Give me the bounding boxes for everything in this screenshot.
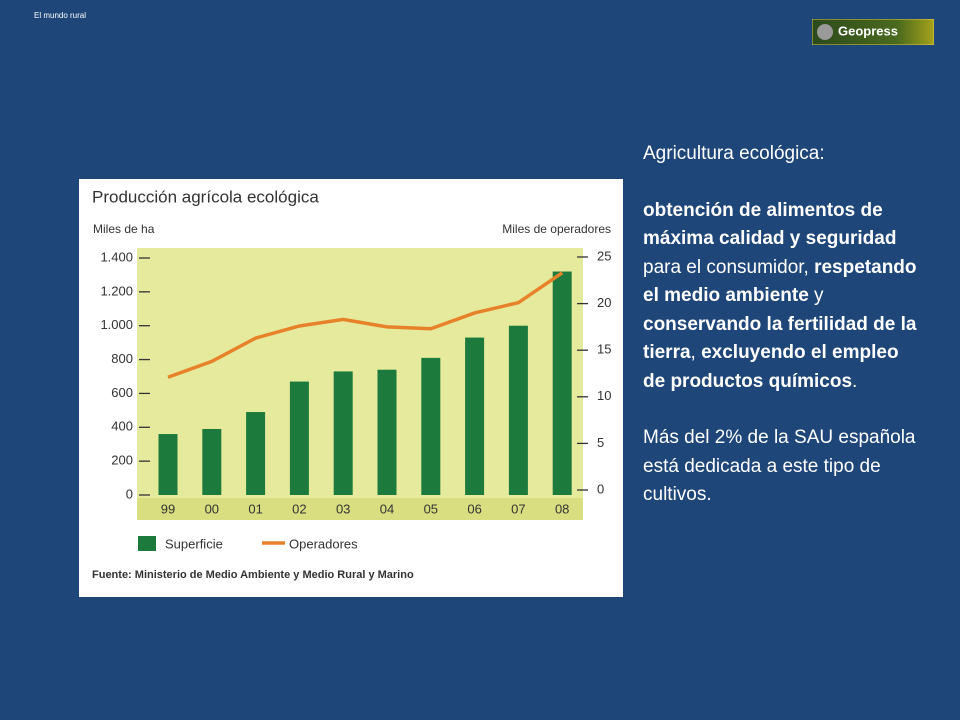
y-tick-label: 200 — [111, 453, 133, 468]
y-tick-label: 0 — [126, 486, 133, 501]
legend-label: Operadores — [289, 536, 358, 551]
x-tick-label: 01 — [248, 501, 262, 516]
x-tick-label: 04 — [380, 501, 394, 516]
x-tick-label: 00 — [205, 501, 219, 516]
text-run: excluyendo el empleo de productos químic… — [643, 342, 899, 392]
y2-tick-label: 25 — [597, 248, 611, 263]
x-tick-label: 06 — [467, 501, 481, 516]
y2-tick-label: 15 — [597, 342, 611, 357]
bar — [202, 428, 222, 495]
text-run: . — [852, 370, 858, 392]
text-run: para el consumidor, — [643, 256, 815, 278]
text-run: Más del 2% de la SAU española está dedic… — [643, 427, 916, 505]
x-tick-label: 08 — [555, 501, 569, 516]
category-band — [137, 498, 583, 520]
text-run: , — [690, 342, 702, 363]
text-run: y — [808, 285, 824, 306]
bar — [333, 371, 353, 495]
y-tick-label: 400 — [111, 419, 133, 434]
text-run: respetando el medio ambiente — [643, 256, 917, 307]
text-run: Agricultura ecológica: — [643, 143, 825, 164]
legend-swatch — [138, 536, 156, 551]
y-tick-label: 1.200 — [100, 283, 133, 298]
x-tick-label: 05 — [424, 501, 438, 516]
source-note: Fuente: Ministerio de Medio Ambiente y M… — [92, 569, 414, 581]
chart-title: Producción agrícola ecológica — [92, 187, 319, 206]
paragraph: Agricultura ecológica: — [643, 140, 918, 169]
line — [167, 271, 564, 379]
bar — [508, 325, 528, 495]
bar — [158, 434, 178, 495]
y-tick-label: 600 — [111, 385, 133, 400]
header-label: El mundo rural — [34, 11, 87, 20]
bar — [377, 369, 397, 495]
y2-axis-label: Miles de operadores — [502, 222, 611, 236]
y2-tick-label: 10 — [597, 388, 611, 403]
y2-tick-label: 20 — [597, 295, 611, 310]
text-run: obtención de alimentos de máxima calidad… — [643, 199, 897, 250]
y-tick-label: 1.400 — [100, 249, 133, 264]
y2-tick-label: 0 — [597, 481, 604, 496]
paragraph: Más del 2% de la SAU española está dedic… — [643, 424, 918, 510]
y-tick-label: 1.000 — [100, 317, 133, 332]
paragraph: obtención de alimentos de máxima calidad… — [643, 197, 918, 397]
y-axis-label: Miles de ha — [93, 222, 155, 236]
y2-tick-label: 5 — [597, 435, 604, 450]
x-tick-label: 03 — [336, 501, 350, 516]
bar — [246, 412, 266, 495]
logo: Geopress — [812, 19, 934, 45]
chart: Producción agrícola ecológica Miles de h… — [79, 179, 623, 597]
legend-label: Superficie — [165, 536, 223, 551]
bar — [465, 337, 485, 495]
bar — [552, 271, 572, 495]
y-tick-label: 800 — [111, 351, 133, 366]
text-run: conservando la fertilidad de la tierra — [643, 313, 917, 364]
x-tick-label: 99 — [161, 501, 175, 516]
logo-text: Geopress — [838, 23, 898, 38]
bar — [289, 381, 309, 495]
x-tick-label: 02 — [292, 501, 306, 516]
bar — [421, 357, 441, 495]
logo-globe — [817, 24, 833, 40]
x-tick-label: 07 — [511, 501, 525, 516]
side-text: Agricultura ecológica: obtención de alime… — [643, 140, 918, 538]
